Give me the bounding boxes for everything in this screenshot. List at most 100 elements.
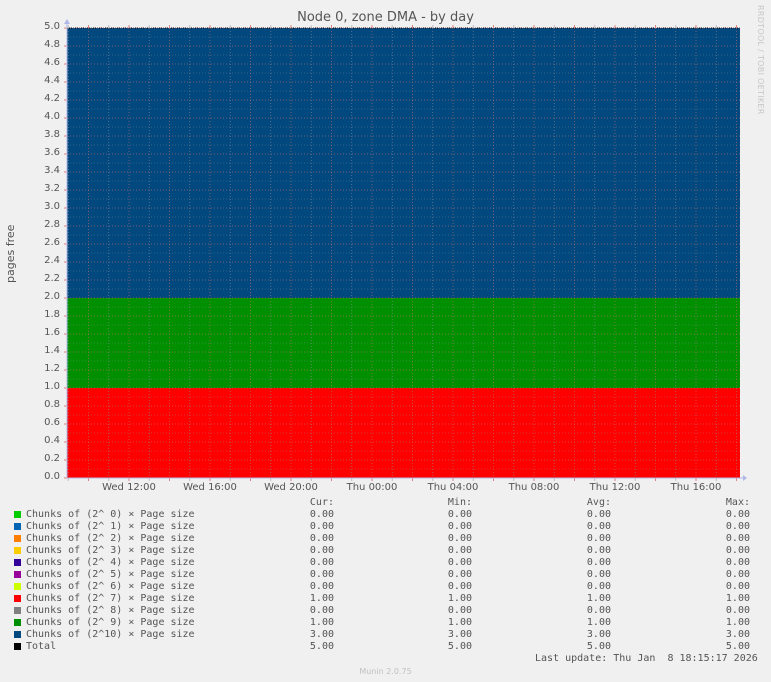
legend-value-max: 0.00 xyxy=(725,545,750,556)
legend-value-min: 0.00 xyxy=(447,545,472,556)
legend-value-max: 5.00 xyxy=(725,641,750,652)
legend-row: Chunks of (2^ 6) × Page size 0.00 0.00 0.00… xyxy=(0,581,771,593)
legend-value-max: 0.00 xyxy=(725,605,750,616)
legend-row: Chunks of (2^ 4) × Page size 0.00 0.00 0.00… xyxy=(0,557,771,569)
legend-value-min: 5.00 xyxy=(447,641,472,652)
legend-label: Chunks of (2^ 6) × Page size xyxy=(26,581,195,592)
x-tick-label: Thu 16:00 xyxy=(670,482,722,493)
legend-value-avg: 5.00 xyxy=(586,641,611,652)
legend-swatch-icon xyxy=(14,607,21,614)
col-header-max: Max: xyxy=(725,497,750,508)
legend-swatch-icon xyxy=(14,547,21,554)
y-tick-label: 3.6 xyxy=(44,147,60,158)
y-tick-label: 0.2 xyxy=(44,453,60,464)
legend-swatch-icon xyxy=(14,643,21,650)
legend-value-cur: 0.00 xyxy=(309,557,334,568)
legend-swatch-icon xyxy=(14,595,21,602)
legend-value-avg: 0.00 xyxy=(586,557,611,568)
legend-value-max: 0.00 xyxy=(725,533,750,544)
legend-value-max: 1.00 xyxy=(725,593,750,604)
legend-label: Total xyxy=(26,641,57,652)
y-tick-label: 2.4 xyxy=(44,255,60,266)
legend-swatch-icon xyxy=(14,559,21,566)
x-tick-label: Thu 12:00 xyxy=(589,482,641,493)
legend-row: Chunks of (2^ 2) × Page size 0.00 0.00 0.00… xyxy=(0,533,771,545)
legend-value-cur: 1.00 xyxy=(309,593,334,604)
plot-area xyxy=(64,19,747,481)
col-header-min: Min: xyxy=(447,497,472,508)
y-tick-label: 1.4 xyxy=(44,345,60,356)
x-tick-label: Wed 20:00 xyxy=(264,482,318,493)
legend-value-min: 1.00 xyxy=(447,617,472,628)
legend-value-min: 0.00 xyxy=(447,509,472,520)
legend-value-cur: 0.00 xyxy=(309,533,334,544)
legend-label: Chunks of (2^ 3) × Page size xyxy=(26,545,195,556)
legend-value-avg: 0.00 xyxy=(586,545,611,556)
col-header-avg: Avg: xyxy=(586,497,611,508)
legend-swatch-icon xyxy=(14,523,21,530)
legend-value-cur: 0.00 xyxy=(309,509,334,520)
chart-title: Node 0, zone DMA - by day xyxy=(297,10,474,25)
x-tick-label: Wed 16:00 xyxy=(183,482,237,493)
legend-label: Chunks of (2^ 2) × Page size xyxy=(26,533,195,544)
legend-label: Chunks of (2^ 7) × Page size xyxy=(26,593,195,604)
legend-value-avg: 0.00 xyxy=(586,605,611,616)
axes xyxy=(64,19,747,481)
legend-swatch-icon xyxy=(14,631,21,638)
grid-lines xyxy=(64,25,740,481)
y-tick-label: 4.8 xyxy=(44,39,60,50)
legend-label: Chunks of (2^ 5) × Page size xyxy=(26,569,195,580)
y-tick-label: 0.0 xyxy=(44,471,60,482)
legend-value-max: 0.00 xyxy=(725,521,750,532)
munin-version: Munin 2.0.75 xyxy=(359,667,412,676)
y-tick-label: 2.6 xyxy=(44,237,60,248)
x-tick-label: Wed 12:00 xyxy=(102,482,156,493)
y-tick-label: 2.2 xyxy=(44,273,60,284)
y-tick-label: 2.8 xyxy=(44,219,60,230)
legend-value-avg: 0.00 xyxy=(586,581,611,592)
legend-label: Chunks of (2^10) × Page size xyxy=(26,629,195,640)
legend-value-max: 0.00 xyxy=(725,509,750,520)
legend-label: Chunks of (2^ 1) × Page size xyxy=(26,521,195,532)
legend-value-avg: 0.00 xyxy=(586,533,611,544)
legend-value-avg: 0.00 xyxy=(586,521,611,532)
y-tick-label: 3.4 xyxy=(44,165,60,176)
legend-value-min: 0.00 xyxy=(447,605,472,616)
legend-label: Chunks of (2^ 0) × Page size xyxy=(26,509,195,520)
legend-value-cur: 5.00 xyxy=(309,641,334,652)
y-tick-label: 3.0 xyxy=(44,201,60,212)
legend-value-avg: 3.00 xyxy=(586,629,611,640)
legend-value-min: 3.00 xyxy=(447,629,472,640)
legend-row: Chunks of (2^ 0) × Page size 0.00 0.00 0.00… xyxy=(0,509,771,521)
legend-label: Chunks of (2^ 4) × Page size xyxy=(26,557,195,568)
legend-value-max: 3.00 xyxy=(725,629,750,640)
y-tick-label: 4.2 xyxy=(44,93,60,104)
legend-value-cur: 0.00 xyxy=(309,605,334,616)
legend-swatch-icon xyxy=(14,583,21,590)
legend-value-min: 1.00 xyxy=(447,593,472,604)
legend-value-cur: 3.00 xyxy=(309,629,334,640)
legend-value-max: 1.00 xyxy=(725,617,750,628)
legend-value-avg: 0.00 xyxy=(586,569,611,580)
legend-value-min: 0.00 xyxy=(447,521,472,532)
legend-value-cur: 1.00 xyxy=(309,617,334,628)
legend-label: Chunks of (2^ 8) × Page size xyxy=(26,605,195,616)
legend-row: Chunks of (2^10) × Page size 3.00 3.00 3.00… xyxy=(0,629,771,641)
legend-swatch-icon xyxy=(14,571,21,578)
y-tick-label: 5.0 xyxy=(44,21,60,32)
rrdtool-watermark: RRDTOOL / TOBI OETIKER xyxy=(756,5,765,115)
legend-value-avg: 1.00 xyxy=(586,593,611,604)
legend-value-cur: 0.00 xyxy=(309,521,334,532)
legend-value-max: 0.00 xyxy=(725,581,750,592)
legend-value-max: 0.00 xyxy=(725,557,750,568)
legend-value-min: 0.00 xyxy=(447,581,472,592)
legend-label: Chunks of (2^ 9) × Page size xyxy=(26,617,195,628)
y-tick-label: 4.6 xyxy=(44,57,60,68)
legend-value-min: 0.00 xyxy=(447,569,472,580)
legend-swatch-icon xyxy=(14,511,21,518)
y-tick-label: 1.6 xyxy=(44,327,60,338)
legend-swatch-icon xyxy=(14,619,21,626)
col-header-cur: Cur: xyxy=(309,497,334,508)
x-tick-label: Thu 08:00 xyxy=(508,482,560,493)
legend-value-cur: 0.00 xyxy=(309,545,334,556)
